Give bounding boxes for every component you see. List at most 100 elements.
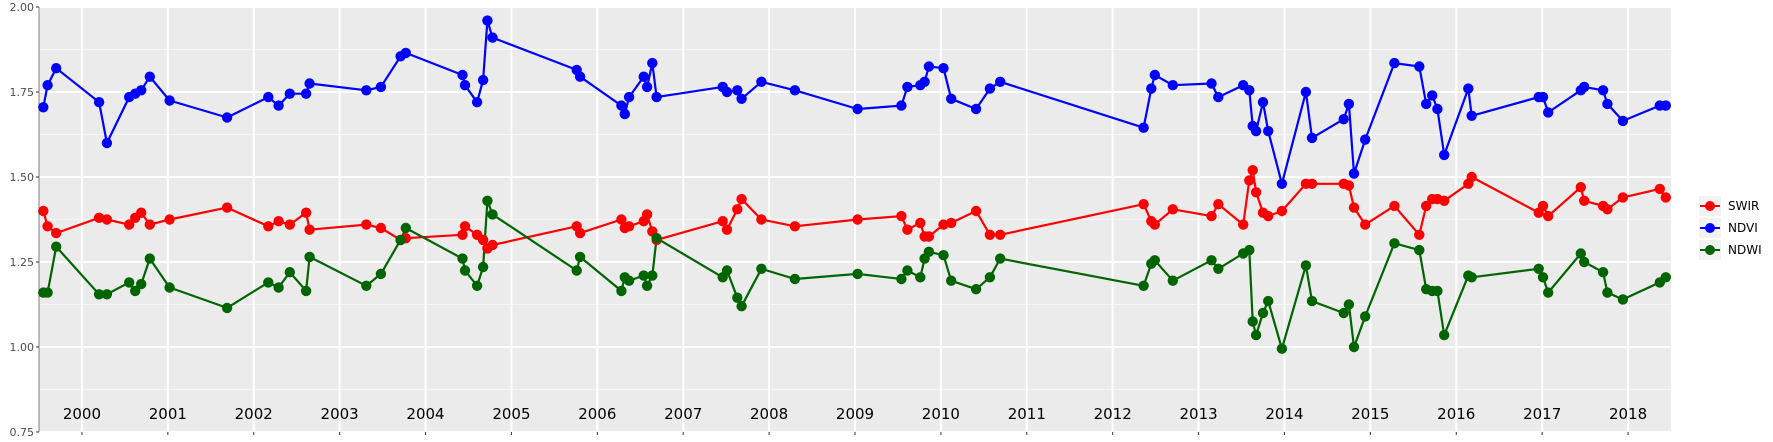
data-point-ndwi [1533, 263, 1544, 274]
data-point-swir [459, 221, 471, 232]
y-tick-label: 1.50 [10, 171, 35, 184]
data-point-ndwi [395, 234, 406, 246]
data-point-swir [923, 231, 935, 242]
data-point-swir [38, 205, 49, 217]
data-point-ndvi [919, 76, 930, 88]
year-label: 2017 [1523, 405, 1561, 423]
data-point-ndwi [946, 275, 957, 286]
data-point-ndwi [641, 280, 653, 291]
data-point-ndvi [1263, 125, 1274, 137]
data-point-ndvi [164, 95, 175, 106]
data-point-swir [1306, 178, 1318, 189]
data-point-ndvi [1300, 86, 1312, 98]
data-point-ndvi [300, 88, 312, 99]
data-point-ndwi [471, 280, 483, 291]
data-point-ndvi [852, 103, 863, 115]
data-point-ndwi [304, 251, 315, 263]
data-point-ndvi [1149, 69, 1161, 81]
data-point-ndvi [1213, 91, 1224, 103]
data-point-ndvi [101, 137, 113, 149]
data-point-ndvi [1257, 97, 1269, 108]
data-point-swir [852, 214, 863, 225]
data-point-ndvi [756, 76, 767, 88]
data-point-ndwi [124, 277, 135, 288]
year-label: 2005 [492, 405, 530, 423]
data-point-ndwi [164, 282, 175, 293]
data-point-ndvi [923, 61, 935, 72]
data-point-ndvi [641, 81, 653, 93]
data-point-swir [616, 214, 627, 225]
data-point-swir [1238, 219, 1249, 230]
data-point-ndwi [923, 246, 935, 257]
data-point-ndvi [1138, 122, 1149, 133]
data-point-ndwi [852, 268, 863, 280]
data-point-swir [164, 214, 175, 225]
data-point-swir [1276, 205, 1288, 217]
data-point-ndwi [361, 280, 372, 291]
data-point-swir [300, 207, 312, 218]
data-point-ndvi [93, 97, 105, 108]
data-point-ndvi [471, 97, 483, 108]
data-point-swir [1543, 210, 1554, 222]
data-point-ndwi [144, 253, 155, 264]
data-point-ndwi [995, 253, 1006, 264]
data-point-ndvi [457, 69, 468, 81]
data-point-swir [1263, 210, 1274, 222]
data-point-swir [896, 210, 907, 222]
data-point-ndvi [1421, 98, 1432, 110]
data-point-ndwi [647, 270, 658, 281]
data-point-ndwi [1414, 244, 1425, 256]
data-point-ndvi [1597, 85, 1609, 96]
data-point-swir [124, 219, 135, 230]
data-point-ndvi [1543, 107, 1554, 118]
data-point-ndwi [1575, 248, 1587, 259]
data-point-swir [1167, 204, 1179, 215]
data-point-ndvi [619, 108, 630, 120]
data-point-ndwi [459, 265, 471, 276]
data-point-swir [1602, 204, 1613, 215]
data-point-ndvi [732, 85, 743, 96]
data-point-ndvi [946, 93, 957, 105]
data-point-ndvi [1389, 57, 1400, 69]
data-point-ndwi [1579, 256, 1590, 268]
data-point-ndvi [1432, 103, 1443, 115]
data-point-swir [93, 212, 105, 223]
data-point-ndvi [1537, 91, 1549, 103]
data-point-ndvi [459, 80, 471, 91]
data-point-ndwi [1300, 260, 1312, 271]
y-tick-label: 0.75 [10, 426, 35, 439]
data-point-ndwi [1247, 316, 1258, 327]
data-point-swir [902, 224, 913, 235]
data-point-ndvi [1617, 115, 1629, 127]
data-point-ndwi [915, 272, 926, 283]
data-point-swir [1213, 199, 1224, 210]
data-point-swir [101, 214, 113, 225]
data-point-swir [487, 239, 498, 251]
data-point-swir [457, 229, 468, 240]
data-point-ndwi [1213, 263, 1224, 274]
data-point-ndwi [1206, 255, 1217, 266]
data-point-ndvi [902, 81, 913, 93]
data-point-ndvi [721, 86, 733, 98]
data-point-ndvi [1463, 83, 1474, 94]
data-point-ndvi [651, 91, 662, 103]
data-point-swir [574, 227, 586, 239]
data-point-ndvi [647, 57, 658, 69]
year-label: 2003 [321, 405, 359, 423]
data-point-ndvi [574, 71, 586, 82]
year-label: 2004 [406, 405, 444, 423]
data-point-ndwi [756, 263, 767, 274]
data-point-ndvi [51, 62, 62, 74]
data-point-swir [284, 219, 295, 230]
data-point-ndvi [1602, 98, 1613, 110]
data-point-swir [1537, 200, 1549, 212]
data-point-ndvi [1306, 132, 1318, 144]
data-point-ndvi [970, 103, 982, 115]
data-point-swir [1206, 210, 1217, 222]
data-point-ndvi [400, 47, 411, 59]
series-points [38, 15, 1672, 354]
data-point-swir [304, 224, 315, 235]
data-point-ndwi [273, 282, 284, 293]
data-point-ndwi [1660, 272, 1672, 283]
data-point-ndvi [938, 62, 949, 74]
